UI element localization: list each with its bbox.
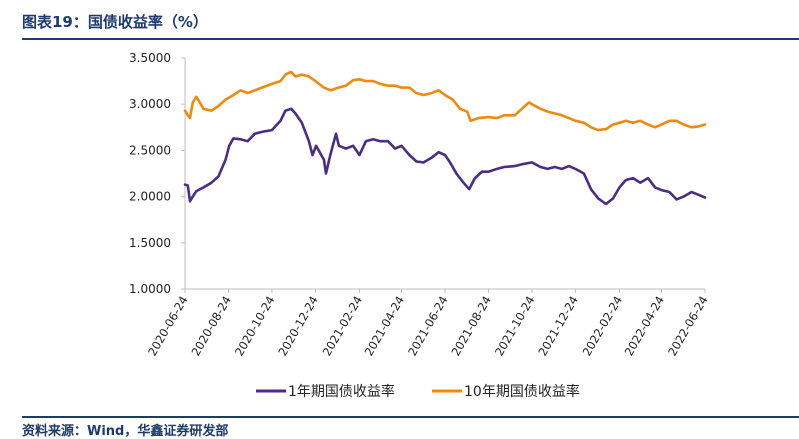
header-rule: [22, 38, 799, 40]
x-tick-label: 2022-04-24: [622, 294, 668, 359]
chart-header: 图表19：国债收益率（%）: [0, 0, 799, 40]
y-tick-label: 3.5000: [129, 51, 171, 65]
x-tick-label: 2022-02-24: [580, 294, 626, 359]
y-tick-label: 2.5000: [129, 143, 171, 157]
series-line-10y: [183, 70, 707, 132]
x-tick-label: 2021-06-24: [405, 294, 451, 359]
legend-label: 1年期国债收益率: [288, 383, 395, 400]
y-tick-label: 2.0000: [129, 190, 171, 204]
x-tick-label: 2021-02-24: [320, 294, 366, 359]
x-tick-label: 2020-08-24: [189, 294, 235, 359]
x-tick-label: 2022-06-24: [665, 294, 711, 359]
x-tick-label: 2020-06-24: [145, 294, 191, 359]
x-tick-label: 2021-08-24: [449, 293, 495, 358]
x-tick-label: 2020-10-24: [232, 294, 278, 359]
y-tick-label: 1.5000: [129, 236, 171, 250]
chart-title: 图表19：国债收益率（%）: [22, 13, 208, 31]
x-tick-label: 2021-04-24: [362, 294, 408, 359]
y-tick-label: 1.0000: [129, 282, 171, 296]
x-tick-label: 2021-10-24: [492, 294, 538, 359]
source-note: 资料来源：Wind，华鑫证券研发部: [22, 424, 229, 439]
y-tick-label: 3.0000: [129, 97, 171, 111]
footer-rule: [22, 416, 799, 418]
series-line-1y: [183, 107, 707, 206]
legend-label: 10年期国债收益率: [464, 383, 580, 400]
x-tick-label: 2020-12-24: [275, 294, 321, 359]
x-tick-label: 2021-12-24: [535, 294, 581, 359]
